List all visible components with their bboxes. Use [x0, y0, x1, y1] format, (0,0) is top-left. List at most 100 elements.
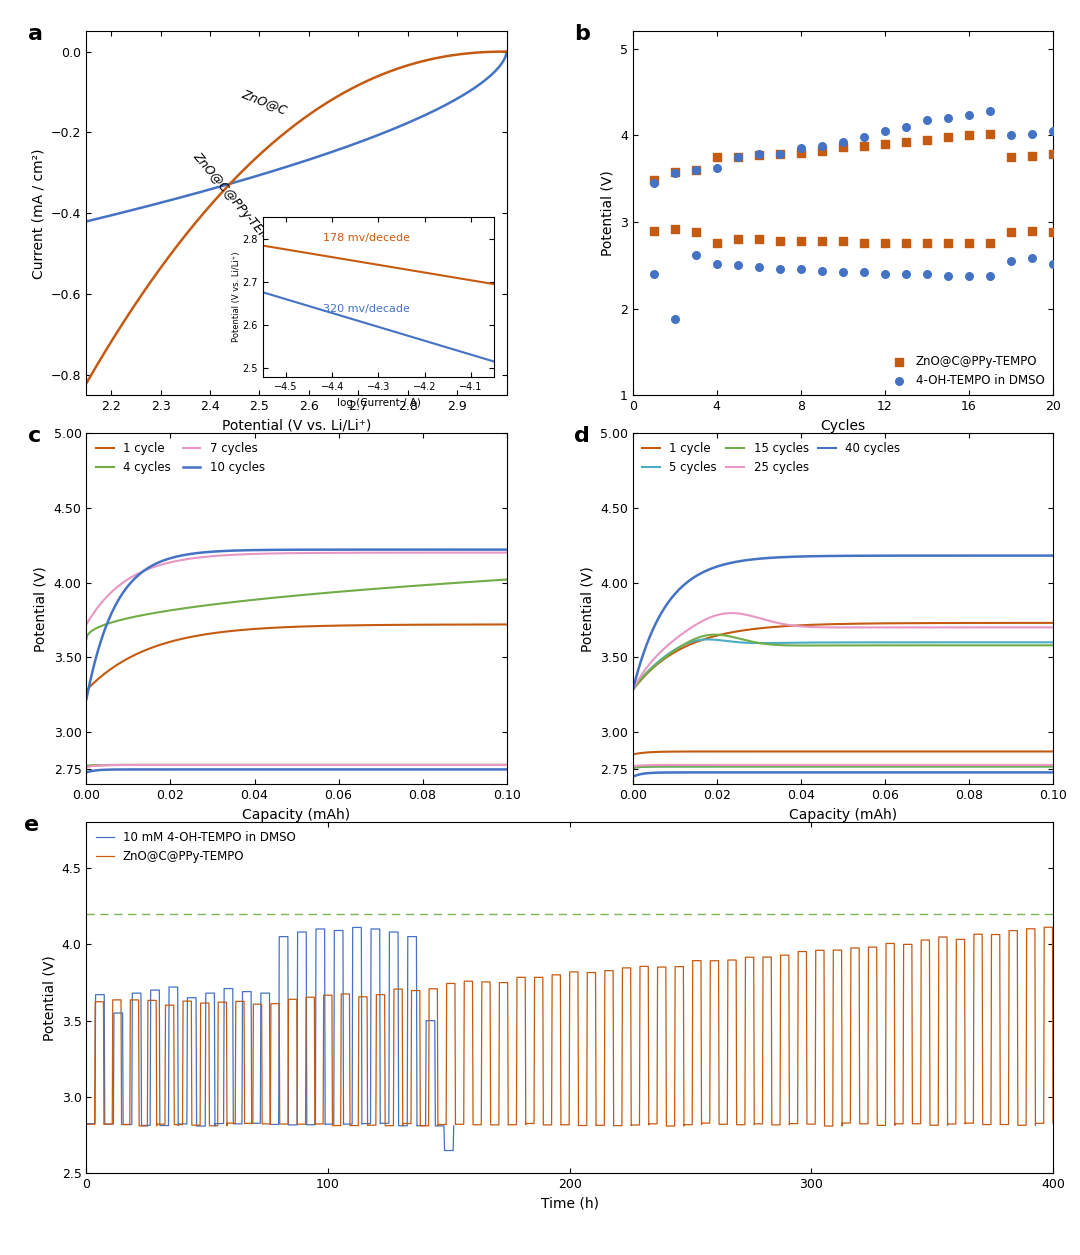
- 25 cycles: [875, 620, 888, 635]
- Point: [729, 255, 746, 275]
- 4 cycles: [188, 600, 201, 615]
- 5 cycles: [818, 635, 831, 650]
- Line: 5 cycles: 5 cycles: [633, 640, 1053, 690]
- X-axis label: Capacity (mAh): Capacity (mAh): [243, 808, 351, 822]
- 4-OH-TEMPO in DMSO: [897, 117, 915, 137]
- Point: [751, 257, 768, 277]
- 5 cycles: [1047, 635, 1059, 650]
- Point: [960, 232, 977, 252]
- 15 cycles: [735, 631, 748, 646]
- Point: [708, 232, 726, 252]
- 15 cycles: [710, 628, 723, 643]
- ZnO@C@PPy-TEMPO: [729, 147, 746, 167]
- 10 cycles: [327, 542, 340, 557]
- Point: [729, 230, 746, 250]
- Text: ZnO@C: ZnO@C: [240, 88, 288, 117]
- 1 cycle: [1047, 615, 1059, 630]
- Point: [918, 264, 935, 284]
- X-axis label: Capacity (mAh): Capacity (mAh): [788, 808, 896, 822]
- X-axis label: Potential (V vs. Li/Li⁺): Potential (V vs. Li/Li⁺): [221, 419, 372, 433]
- 15 cycles: [944, 638, 957, 653]
- 15 cycles: [626, 681, 639, 697]
- 5 cycles: [735, 635, 748, 650]
- 10 cycles: [80, 692, 93, 707]
- Text: a: a: [28, 24, 42, 44]
- ZnO@C@PPy-TEMPO: [177, 994, 190, 1009]
- 4-OH-TEMPO in DMSO: [813, 136, 831, 156]
- 7 cycles: [188, 551, 201, 566]
- Point: [940, 266, 957, 286]
- 40 cycles: [943, 548, 956, 563]
- 4-OH-TEMPO in DMSO: [960, 104, 977, 124]
- 1 cycle: [396, 617, 409, 633]
- 10 cycles: [154, 553, 167, 569]
- 40 cycles: [701, 562, 714, 577]
- 15 cycles: [907, 638, 920, 653]
- 25 cycles: [725, 605, 738, 620]
- 4-OH-TEMPO in DMSO: [876, 120, 893, 141]
- ZnO@C@PPy-TEMPO: [876, 134, 893, 154]
- 4 cycles: [361, 582, 374, 597]
- Legend: 1 cycle, 4 cycles, 7 cycles, 10 cycles: 1 cycle, 4 cycles, 7 cycles, 10 cycles: [92, 439, 268, 478]
- Point: [834, 231, 851, 251]
- ZnO@C@PPy-TEMPO: [960, 126, 977, 146]
- 40 cycles: [1047, 548, 1059, 563]
- 40 cycles: [734, 553, 747, 569]
- 4 cycles: [80, 631, 93, 646]
- Y-axis label: Potential (V): Potential (V): [42, 955, 56, 1040]
- Point: [793, 259, 810, 279]
- Line: 1 cycle: 1 cycle: [86, 625, 507, 690]
- Point: [813, 231, 831, 251]
- Point: [1002, 222, 1020, 242]
- 7 cycles: [361, 545, 374, 560]
- 4-OH-TEMPO in DMSO: [982, 102, 999, 122]
- 40 cycles: [816, 548, 829, 563]
- Point: [666, 218, 684, 238]
- 25 cycles: [907, 620, 920, 635]
- ZnO@C@PPy-TEMPO: [220, 1116, 233, 1131]
- ZnO@C@PPy-TEMPO: [422, 981, 435, 996]
- 5 cycles: [626, 683, 639, 698]
- Point: [645, 221, 662, 241]
- 10 mM 4-OH-TEMPO in DMSO: [438, 1143, 451, 1158]
- 4-OH-TEMPO in DMSO: [1002, 126, 1020, 146]
- ZnO@C@PPy-TEMPO: [1044, 144, 1062, 164]
- Point: [918, 232, 935, 252]
- Line: 4 cycles: 4 cycles: [86, 580, 507, 639]
- ZnO@C@PPy-TEMPO: [414, 1118, 427, 1133]
- 7 cycles: [396, 545, 409, 560]
- Line: 10 mM 4-OH-TEMPO in DMSO: 10 mM 4-OH-TEMPO in DMSO: [86, 927, 454, 1151]
- 25 cycles: [818, 620, 831, 635]
- Line: 7 cycles: 7 cycles: [86, 552, 507, 625]
- Line: 25 cycles: 25 cycles: [633, 612, 1053, 690]
- 5 cycles: [875, 635, 888, 650]
- 10 mM 4-OH-TEMPO in DMSO: [347, 920, 360, 935]
- 1 cycle: [361, 617, 374, 633]
- ZnO@C@PPy-TEMPO: [918, 129, 935, 149]
- 25 cycles: [701, 611, 714, 626]
- 4 cycles: [500, 572, 513, 587]
- 4-OH-TEMPO in DMSO: [1044, 120, 1062, 141]
- Point: [1044, 254, 1062, 274]
- Point: [751, 230, 768, 250]
- 7 cycles: [327, 545, 340, 560]
- Point: [897, 264, 915, 284]
- 1 cycle: [907, 616, 920, 631]
- Point: [876, 232, 893, 252]
- 4-OH-TEMPO in DMSO: [793, 138, 810, 158]
- Line: 10 cycles: 10 cycles: [86, 550, 507, 699]
- Text: ZnO@C@PPy-TEMPO: ZnO@C@PPy-TEMPO: [190, 149, 283, 257]
- 1 cycle: [701, 631, 714, 646]
- Point: [855, 232, 873, 252]
- 1 cycle: [816, 617, 829, 633]
- ZnO@C@PPy-TEMPO: [982, 123, 999, 143]
- 4-OH-TEMPO in DMSO: [645, 173, 662, 193]
- Legend: ZnO@C@PPy-TEMPO, 4-OH-TEMPO in DMSO: ZnO@C@PPy-TEMPO, 4-OH-TEMPO in DMSO: [886, 353, 1048, 389]
- 4-OH-TEMPO in DMSO: [729, 147, 746, 167]
- Point: [982, 266, 999, 286]
- 4-OH-TEMPO in DMSO: [751, 144, 768, 164]
- 15 cycles: [701, 628, 714, 643]
- Point: [771, 231, 788, 251]
- 5 cycles: [944, 635, 957, 650]
- ZnO@C@PPy-TEMPO: [645, 169, 662, 190]
